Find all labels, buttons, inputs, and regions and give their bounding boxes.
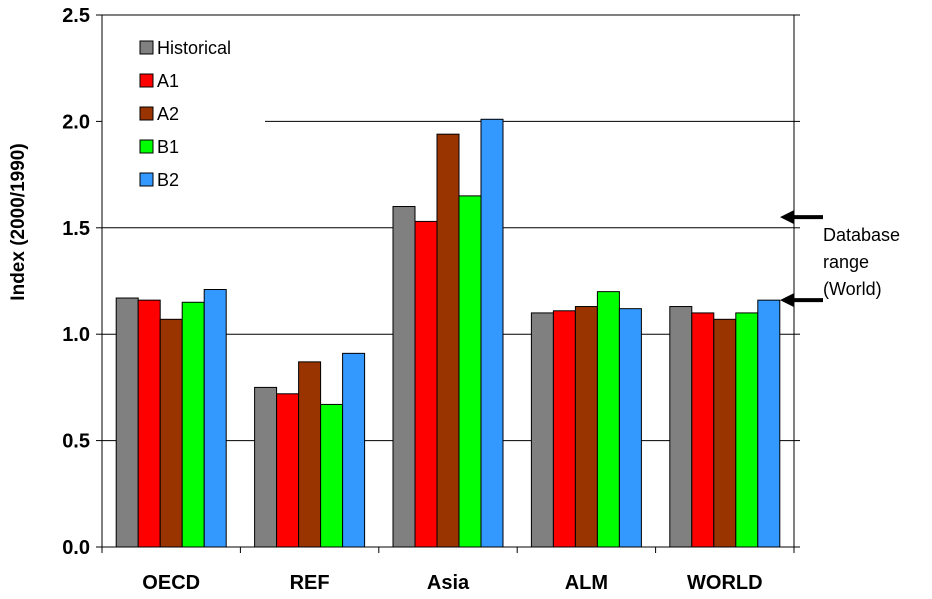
bar <box>480 118 504 548</box>
bar <box>669 306 693 548</box>
arrow-head <box>780 210 794 225</box>
annotation-text: (World) <box>823 279 882 299</box>
bar <box>181 301 205 548</box>
bar <box>276 393 300 548</box>
x-category-label: OECD <box>142 572 200 594</box>
legend-swatch <box>139 139 154 154</box>
bar <box>552 310 576 548</box>
legend-label: A1 <box>157 71 179 91</box>
x-category-label: REF <box>290 572 330 594</box>
bar <box>298 361 322 548</box>
y-tick-label: 1.5 <box>62 218 90 240</box>
bar <box>596 291 620 548</box>
y-tick-label: 0.0 <box>62 537 90 559</box>
bar <box>757 299 781 548</box>
bar <box>342 352 366 548</box>
y-tick-label: 1.0 <box>62 324 90 346</box>
legend-label: A2 <box>157 104 179 124</box>
legend-label: B2 <box>157 170 179 190</box>
y-axis-title: Index (2000/1990) <box>8 143 29 300</box>
bar <box>159 318 183 548</box>
legend-swatch <box>139 40 154 55</box>
bar <box>436 133 460 548</box>
legend-swatch <box>139 172 154 187</box>
annotation-text: Database <box>823 225 900 245</box>
bar <box>618 308 642 548</box>
bar <box>530 312 554 548</box>
legend-label: Historical <box>157 38 231 58</box>
x-category-label: Asia <box>427 572 470 594</box>
bar <box>254 386 278 548</box>
bar <box>574 306 598 548</box>
legend-swatch <box>139 73 154 88</box>
bar <box>392 206 416 548</box>
legend: Historical A1 A2 B1 B2 <box>139 38 231 190</box>
bars <box>115 118 781 548</box>
arrow-head <box>780 293 794 308</box>
legend-label: B1 <box>157 137 179 157</box>
x-category-labels: OECD REF Asia ALM WORLD <box>142 572 762 594</box>
bar <box>691 312 715 548</box>
bar <box>203 289 227 548</box>
bar <box>414 220 438 548</box>
y-tick-label: 0.5 <box>62 431 90 453</box>
bar <box>458 195 482 548</box>
y-tick-label: 2.5 <box>62 5 90 27</box>
y-tick-labels: 0.0 0.5 1.0 1.5 2.0 2.5 <box>62 5 90 559</box>
legend-swatch <box>139 106 154 121</box>
annotation: Database range (World) <box>780 210 900 308</box>
bar <box>320 403 344 548</box>
bar <box>735 312 759 548</box>
annotation-text: range <box>823 252 869 272</box>
axes <box>96 14 800 553</box>
bar <box>137 299 161 548</box>
x-category-label: WORLD <box>687 572 763 594</box>
y-tick-label: 2.0 <box>62 111 90 133</box>
x-category-label: ALM <box>565 572 608 594</box>
bar <box>713 318 737 548</box>
bar <box>115 297 139 548</box>
